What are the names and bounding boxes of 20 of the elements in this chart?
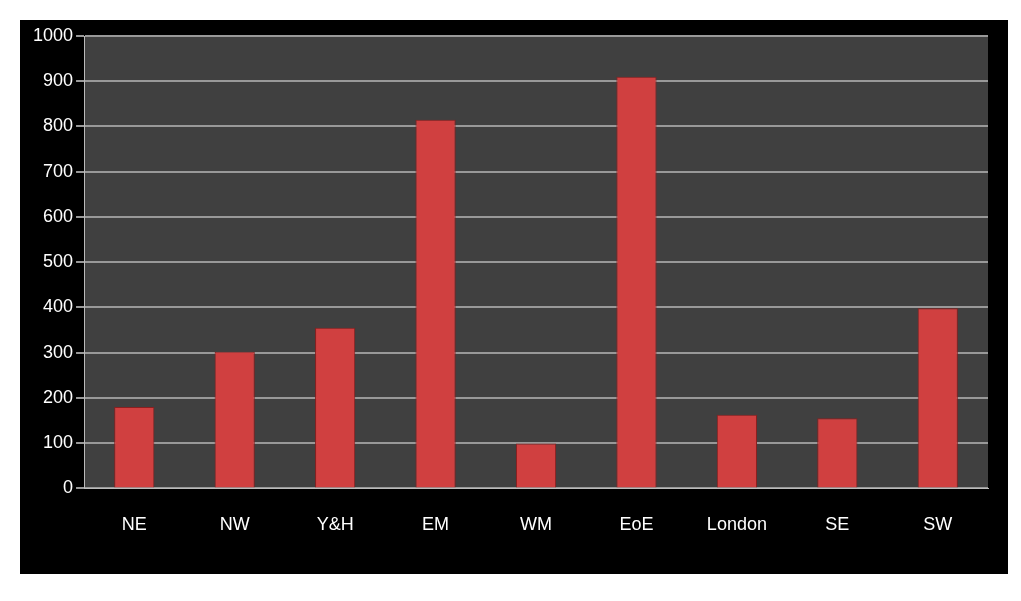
x-tick-label: WM — [520, 514, 553, 535]
y-tick-label: 700 — [43, 160, 74, 181]
y-tick-label: 900 — [43, 70, 74, 91]
y-tick-label: 1000 — [33, 24, 74, 45]
y-tick-label: 200 — [43, 386, 74, 407]
x-tick-label: SE — [825, 514, 850, 535]
y-tick-label: 100 — [43, 432, 74, 453]
y-tick-label: 400 — [43, 296, 74, 317]
x-tick-label: SW — [923, 514, 953, 535]
x-tick-label: NE — [121, 514, 147, 535]
y-tick-label: 0 — [63, 477, 74, 498]
x-tick-label: London — [706, 514, 767, 535]
y-tick-label: 500 — [43, 251, 74, 272]
x-tick-label: EM — [422, 514, 450, 535]
x-tick-label: NW — [219, 514, 250, 535]
y-tick-label: 300 — [43, 341, 74, 362]
y-tick-label: 600 — [43, 205, 74, 226]
x-tick-label: Y&H — [316, 514, 354, 535]
x-tick-label: EoE — [619, 514, 654, 535]
y-tick-label: 800 — [43, 115, 74, 136]
